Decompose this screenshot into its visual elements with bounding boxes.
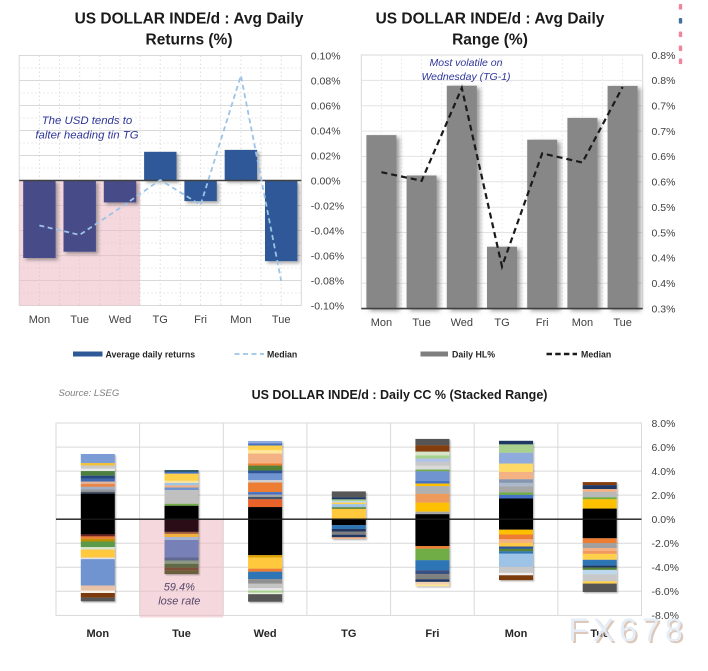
svg-text:-0.10%: -0.10% (311, 300, 344, 312)
svg-text:0.6%: 0.6% (652, 151, 676, 163)
svg-text:-8.0%: -8.0% (652, 610, 679, 622)
svg-text:-0.02%: -0.02% (311, 200, 344, 212)
svg-text:0.4%: 0.4% (652, 278, 676, 290)
svg-text:Tue: Tue (70, 314, 89, 326)
svg-text:0.10%: 0.10% (311, 50, 341, 62)
svg-text:Source: LSEG: Source: LSEG (59, 388, 120, 399)
svg-text:Mon: Mon (371, 317, 392, 329)
svg-text:-6.0%: -6.0% (652, 586, 679, 598)
svg-text:-0.04%: -0.04% (311, 225, 344, 237)
svg-text:Range (%): Range (%) (452, 32, 528, 49)
svg-text:59.4%: 59.4% (164, 582, 195, 594)
svg-text:Median: Median (581, 350, 611, 360)
svg-text:0.04%: 0.04% (311, 125, 341, 137)
svg-text:falter heading tin TG: falter heading tin TG (35, 130, 138, 142)
svg-text:Mon: Mon (29, 314, 50, 326)
svg-text:0.08%: 0.08% (311, 75, 341, 87)
svg-text:8.0%: 8.0% (652, 418, 676, 430)
svg-text:0.5%: 0.5% (652, 202, 676, 214)
svg-text:The USD tends to: The USD tends to (42, 115, 133, 127)
svg-text:Returns (%): Returns (%) (146, 32, 233, 49)
svg-text:4.0%: 4.0% (652, 466, 676, 478)
svg-text:Median: Median (267, 350, 297, 360)
svg-text:0.00%: 0.00% (311, 175, 341, 187)
svg-text:Fri: Fri (194, 314, 207, 326)
svg-text:Wed: Wed (109, 314, 131, 326)
svg-text:US DOLLAR INDE/d : Avg Daily: US DOLLAR INDE/d : Avg Daily (376, 11, 605, 28)
svg-text:Tue: Tue (590, 628, 609, 640)
svg-text:2.0%: 2.0% (652, 490, 676, 502)
svg-text:0.0%: 0.0% (652, 514, 676, 526)
svg-text:-4.0%: -4.0% (652, 562, 679, 574)
svg-text:0.8%: 0.8% (652, 75, 676, 87)
svg-text:Mon: Mon (230, 314, 251, 326)
svg-text:0.5%: 0.5% (652, 227, 676, 239)
svg-text:Fri: Fri (536, 317, 549, 329)
svg-text:Tue: Tue (412, 317, 431, 329)
svg-text:Wednesday (TG-1): Wednesday (TG-1) (421, 71, 510, 83)
svg-text:Tue: Tue (272, 314, 291, 326)
svg-text:TG: TG (153, 314, 168, 326)
svg-text:TG: TG (341, 628, 356, 640)
svg-text:-0.08%: -0.08% (311, 275, 344, 287)
svg-text:Mon: Mon (505, 628, 528, 640)
svg-text:-2.0%: -2.0% (652, 538, 679, 550)
svg-text:6.0%: 6.0% (652, 442, 676, 454)
svg-text:lose rate: lose rate (158, 596, 200, 608)
svg-text:0.02%: 0.02% (311, 150, 341, 162)
svg-text:0.8%: 0.8% (652, 50, 676, 62)
svg-text:0.7%: 0.7% (652, 126, 676, 138)
svg-text:Most volatile on: Most volatile on (430, 57, 503, 69)
svg-text:FX678: FX678 (568, 612, 687, 648)
svg-text:-0.06%: -0.06% (311, 250, 344, 262)
svg-text:Mon: Mon (86, 628, 109, 640)
svg-text:US DOLLAR INDE/d : Avg Daily: US DOLLAR INDE/d : Avg Daily (75, 11, 304, 28)
svg-text:0.6%: 0.6% (652, 177, 676, 189)
svg-text:Wed: Wed (254, 628, 277, 640)
svg-text:0.3%: 0.3% (652, 303, 676, 315)
svg-text:Daily HL%: Daily HL% (452, 350, 495, 360)
svg-text:0.4%: 0.4% (652, 253, 676, 265)
svg-text:0.06%: 0.06% (311, 100, 341, 112)
svg-text:TG: TG (494, 317, 509, 329)
svg-text:Mon: Mon (572, 317, 593, 329)
svg-text:Wed: Wed (451, 317, 473, 329)
svg-text:Tue: Tue (613, 317, 632, 329)
svg-text:Average daily returns: Average daily returns (106, 350, 196, 360)
svg-text:0.7%: 0.7% (652, 101, 676, 113)
svg-text:Fri: Fri (425, 628, 439, 640)
svg-text:Tue: Tue (172, 628, 191, 640)
svg-text:US DOLLAR INDE/d : Daily CC %: US DOLLAR INDE/d : Daily CC % (Stacked R… (252, 388, 548, 402)
svg-text:FX678: FX678 (570, 614, 689, 650)
